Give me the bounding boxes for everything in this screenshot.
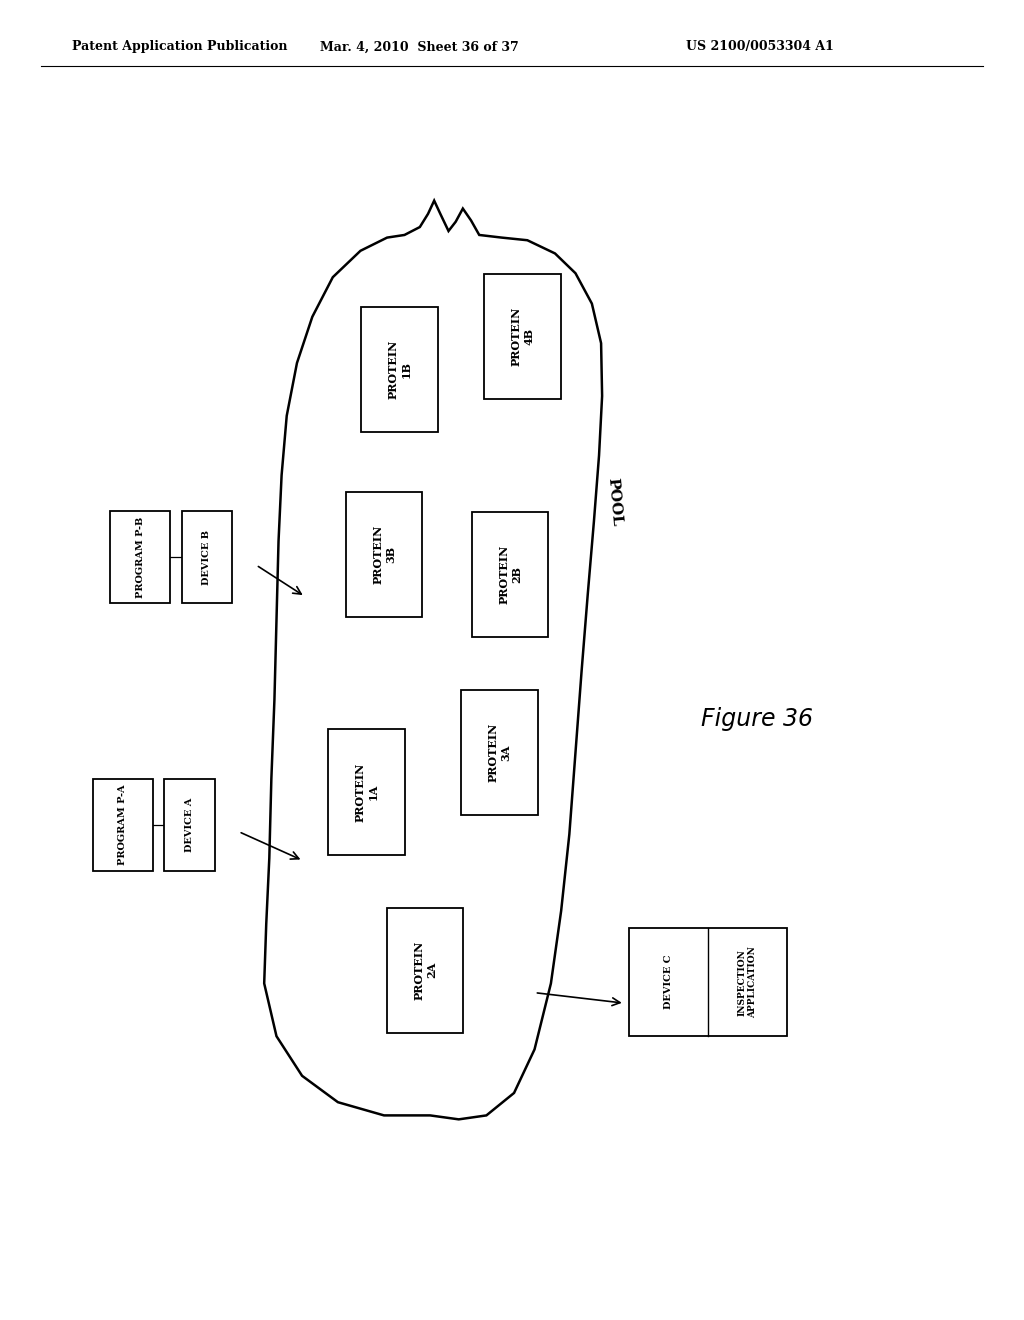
Text: US 2100/0053304 A1: US 2100/0053304 A1: [686, 41, 834, 53]
Bar: [111, 511, 170, 603]
Text: PROGRAM P-B: PROGRAM P-B: [136, 516, 144, 598]
Bar: [164, 779, 215, 871]
Text: PROGRAM P-A: PROGRAM P-A: [119, 784, 127, 866]
Text: PROTEIN
4B: PROTEIN 4B: [510, 308, 535, 366]
Text: INSPECTION
APPLICATION: INSPECTION APPLICATION: [738, 946, 758, 1018]
Text: PROTEIN
2A: PROTEIN 2A: [413, 941, 437, 999]
Text: PROTEIN
1B: PROTEIN 1B: [387, 341, 412, 399]
Bar: [93, 779, 153, 871]
Text: DEVICE A: DEVICE A: [185, 797, 194, 853]
Text: Figure 36: Figure 36: [701, 708, 813, 731]
Bar: [629, 928, 787, 1036]
Bar: [328, 729, 406, 855]
Text: DEVICE B: DEVICE B: [203, 529, 211, 585]
Text: Mar. 4, 2010  Sheet 36 of 37: Mar. 4, 2010 Sheet 36 of 37: [321, 41, 519, 53]
Bar: [471, 512, 549, 638]
Text: POOL: POOL: [605, 477, 624, 527]
Bar: [346, 492, 423, 618]
Text: PROTEIN
1A: PROTEIN 1A: [354, 763, 379, 821]
Bar: [181, 511, 232, 603]
Text: PROTEIN
3A: PROTEIN 3A: [487, 723, 512, 781]
Bar: [387, 908, 463, 1032]
Text: PROTEIN
3B: PROTEIN 3B: [372, 525, 396, 583]
Bar: [484, 275, 561, 399]
Text: PROTEIN
2B: PROTEIN 2B: [498, 545, 522, 603]
Bar: [361, 308, 438, 433]
Bar: [461, 689, 539, 814]
Text: Patent Application Publication: Patent Application Publication: [72, 41, 287, 53]
Text: DEVICE C: DEVICE C: [664, 954, 673, 1010]
